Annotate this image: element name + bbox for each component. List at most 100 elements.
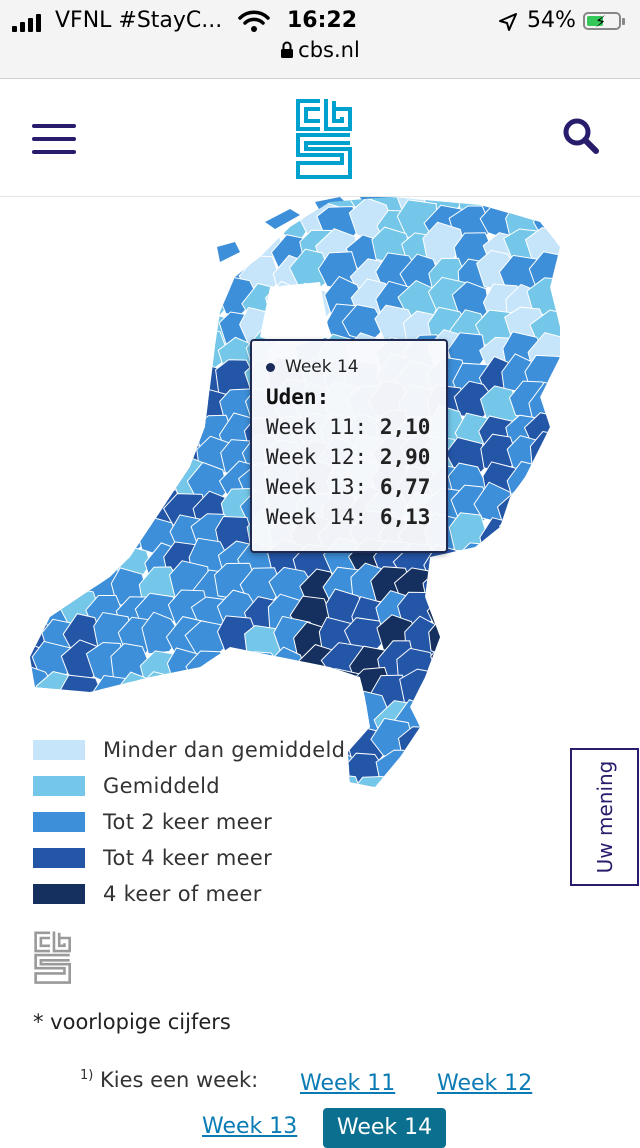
municipality-cell[interactable] (34, 197, 76, 220)
municipality-cell[interactable] (474, 618, 515, 657)
municipality-cell[interactable] (141, 411, 185, 456)
municipality-cell[interactable] (88, 230, 132, 273)
municipality-cell[interactable] (160, 692, 202, 736)
municipality-cell[interactable] (531, 694, 560, 738)
week-12-link[interactable]: Week 12 (437, 1071, 533, 1096)
municipality-cell[interactable] (532, 726, 560, 768)
municipality-cell[interactable] (30, 383, 50, 424)
municipality-cell[interactable] (477, 562, 518, 601)
address-bar[interactable]: cbs.nl (0, 38, 640, 62)
municipality-cell[interactable] (272, 691, 318, 734)
municipality-cell[interactable] (62, 692, 111, 734)
municipality-cell[interactable] (116, 253, 156, 296)
municipality-cell[interactable] (30, 256, 53, 300)
municipality-cell[interactable] (502, 620, 542, 663)
municipality-cell[interactable] (83, 201, 126, 244)
municipality-cell[interactable] (30, 486, 53, 528)
municipality-cell[interactable] (294, 695, 336, 735)
municipality-cell[interactable] (525, 753, 560, 792)
municipality-cell[interactable] (136, 248, 180, 291)
municipality-cell[interactable] (447, 746, 488, 792)
municipality-cell[interactable] (30, 305, 48, 343)
municipality-cell[interactable] (112, 490, 158, 531)
municipality-cell[interactable] (245, 664, 291, 708)
municipality-cell[interactable] (142, 222, 188, 265)
municipality-cell[interactable] (60, 489, 103, 536)
municipality-cell[interactable] (472, 699, 518, 744)
municipality-cell[interactable] (112, 694, 159, 736)
municipality-cell[interactable] (167, 358, 209, 399)
municipality-cell[interactable] (30, 197, 51, 219)
municipality-cell[interactable] (499, 511, 541, 551)
municipality-cell[interactable] (30, 198, 75, 245)
cbs-logo-icon[interactable] (294, 97, 352, 179)
municipality-cell[interactable] (30, 337, 70, 378)
municipality-cell[interactable] (62, 300, 106, 348)
feedback-tab[interactable]: Uw mening (570, 748, 639, 886)
municipality-cell[interactable] (164, 197, 207, 236)
municipality-cell[interactable] (479, 517, 519, 562)
municipality-cell[interactable] (85, 410, 130, 457)
municipality-cell[interactable] (57, 336, 100, 379)
municipality-cell[interactable] (525, 563, 560, 602)
municipality-cell[interactable] (85, 285, 131, 330)
week-13-link[interactable]: Week 13 (202, 1114, 298, 1139)
municipality-cell[interactable] (479, 539, 526, 582)
municipality-cell[interactable] (111, 411, 154, 452)
municipality-cell[interactable] (240, 651, 284, 687)
municipality-cell[interactable] (317, 667, 361, 707)
municipality-cell[interactable] (217, 648, 256, 684)
municipality-cell[interactable] (60, 197, 108, 215)
municipality-cell[interactable] (449, 721, 495, 762)
municipality-cell[interactable] (118, 197, 160, 218)
municipality-cell[interactable] (529, 777, 560, 797)
municipality-cell[interactable] (524, 489, 560, 530)
municipality-cell[interactable] (162, 228, 206, 269)
municipality-cell[interactable] (474, 746, 521, 789)
municipality-cell[interactable] (167, 388, 206, 431)
municipality-cell[interactable] (527, 464, 561, 509)
municipality-cell[interactable] (238, 197, 280, 218)
municipality-cell[interactable] (422, 571, 463, 612)
municipality-cell[interactable] (133, 357, 178, 401)
municipality-cell[interactable] (30, 229, 52, 267)
municipality-cell[interactable] (196, 204, 236, 246)
municipality-cell[interactable] (62, 279, 105, 322)
municipality-cell[interactable] (135, 389, 179, 428)
municipality-cell[interactable] (33, 539, 75, 582)
municipality-cell[interactable] (143, 440, 183, 480)
municipality-cell[interactable] (455, 595, 497, 637)
municipality-cell[interactable] (88, 379, 131, 424)
municipality-cell[interactable] (528, 517, 560, 560)
municipality-cell[interactable] (108, 385, 151, 428)
municipality-cell[interactable] (30, 416, 48, 457)
municipality-cell[interactable] (501, 567, 541, 609)
municipality-cell[interactable] (63, 409, 103, 451)
municipality-cell[interactable] (455, 673, 497, 716)
municipality-cell[interactable] (508, 773, 552, 797)
municipality-cell[interactable] (84, 433, 124, 473)
municipality-cell[interactable] (503, 543, 545, 588)
municipality-cell[interactable] (85, 483, 131, 524)
week-14-button-active[interactable]: Week 14 (323, 1108, 446, 1148)
municipality-cell[interactable] (528, 615, 560, 655)
municipality-cell[interactable] (57, 384, 101, 424)
municipality-cell[interactable] (141, 278, 183, 319)
municipality-cell[interactable] (30, 199, 50, 241)
municipality-cell[interactable] (30, 335, 57, 376)
municipality-cell[interactable] (262, 197, 307, 213)
municipality-cell[interactable] (272, 666, 317, 712)
municipality-cell[interactable] (425, 724, 469, 767)
municipality-cell[interactable] (81, 304, 122, 344)
municipality-cell[interactable] (481, 669, 522, 710)
municipality-cell[interactable] (60, 357, 107, 400)
municipality-cell[interactable] (401, 773, 442, 797)
municipality-cell[interactable] (478, 774, 525, 797)
municipality-cell[interactable] (401, 744, 448, 788)
municipality-cell[interactable] (168, 671, 209, 717)
municipality-cell[interactable] (136, 207, 182, 246)
municipality-cell[interactable] (110, 231, 150, 273)
municipality-cell[interactable] (30, 457, 55, 500)
municipality-cell[interactable] (62, 234, 107, 272)
municipality-cell[interactable] (30, 513, 51, 555)
